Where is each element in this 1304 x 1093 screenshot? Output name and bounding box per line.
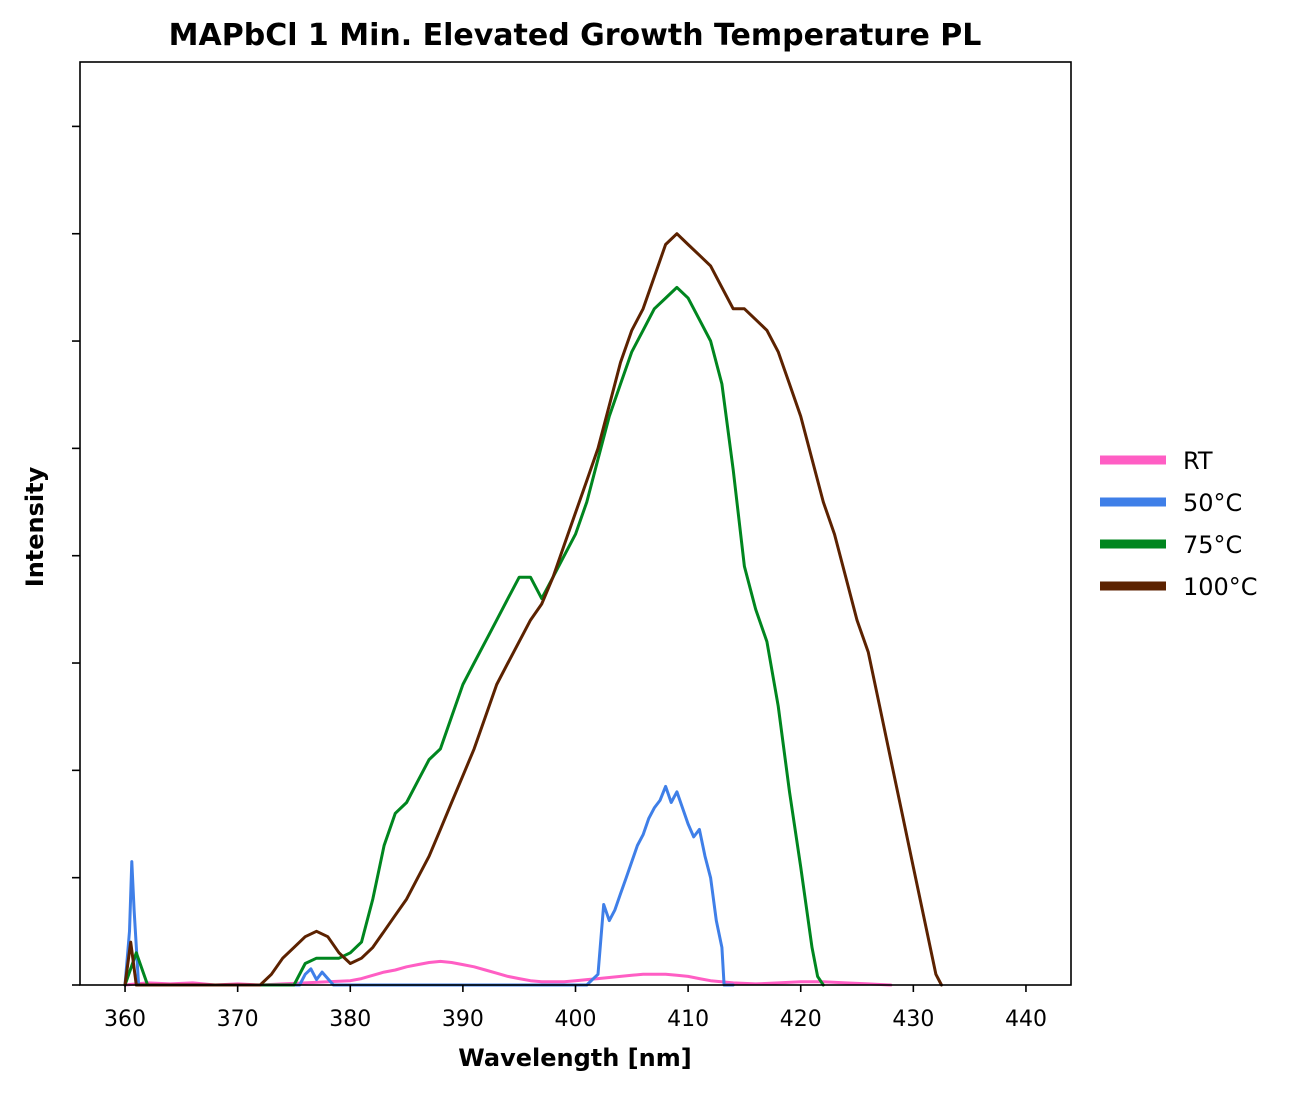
x-axis-label: Wavelength [nm]: [458, 1044, 691, 1072]
series-line-2: [123, 285, 825, 987]
x-tick-label: 400: [555, 1007, 597, 1032]
series-line-0: [123, 959, 893, 987]
x-tick-label: 380: [329, 1007, 371, 1032]
x-tick-label: 390: [442, 1007, 484, 1032]
y-axis-label: Intensity: [21, 466, 49, 587]
x-tick-label: 410: [667, 1007, 709, 1032]
legend-label: RT: [1183, 447, 1213, 475]
x-axis: 360 370 380 390 400 410 420 430 440: [104, 985, 1047, 1032]
legend-label: 100°C: [1183, 573, 1258, 601]
legend: RT 50°C 75°C 100°C: [1100, 447, 1258, 601]
y-axis: [72, 125, 80, 986]
x-tick-label: 430: [892, 1007, 934, 1032]
x-tick-label: 370: [217, 1007, 259, 1032]
legend-label: 50°C: [1183, 489, 1242, 517]
plot-frame: [79, 61, 1072, 986]
chart-title: MAPbCl 1 Min. Elevated Growth Temperatur…: [169, 18, 982, 53]
plot-area: [123, 232, 943, 987]
legend-label: 75°C: [1183, 531, 1242, 559]
x-tick-label: 420: [780, 1007, 822, 1032]
series-line-1: [123, 784, 735, 987]
x-tick-label: 360: [104, 1007, 146, 1032]
x-tick-label: 440: [1005, 1007, 1047, 1032]
series-line-3: [123, 232, 943, 987]
